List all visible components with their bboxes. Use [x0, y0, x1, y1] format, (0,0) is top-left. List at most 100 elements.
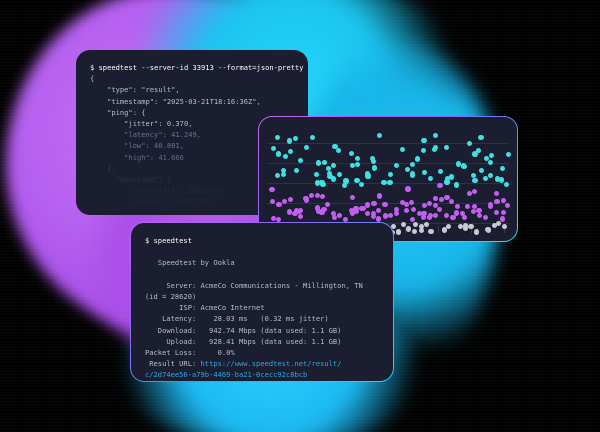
- upload-dot: [393, 210, 399, 217]
- upload-dot: [370, 210, 376, 217]
- upload-dot: [500, 209, 507, 216]
- download-dot: [330, 162, 336, 168]
- download-dot: [371, 165, 377, 171]
- upload-dot: [382, 202, 388, 208]
- download-dot: [304, 144, 310, 150]
- upload-dot: [499, 216, 505, 222]
- upload-dot: [353, 206, 359, 212]
- upload-dot: [394, 206, 400, 212]
- upload-dot: [461, 214, 467, 221]
- upload-dot: [493, 190, 500, 196]
- upload-dot: [471, 203, 477, 209]
- terminal-line: Upload: 928.41 Mbps (data used: 1.1 GB): [145, 336, 342, 346]
- upload-dot: [409, 200, 415, 206]
- dot-matrix-gridline: [267, 203, 509, 204]
- upload-dot: [287, 197, 294, 203]
- download-dot: [421, 138, 427, 144]
- terminal-line: "latency": 41.249,: [90, 130, 202, 140]
- upload-dot: [364, 211, 370, 217]
- upload-dot: [437, 183, 443, 189]
- download-dot: [483, 155, 489, 161]
- download-dot: [506, 151, 512, 157]
- upload-dot: [321, 206, 327, 212]
- terminal-line: "jitter": 0.370,: [90, 119, 193, 129]
- download-dot: [315, 160, 322, 166]
- download-dot: [487, 173, 493, 179]
- terminal-line: [145, 246, 379, 257]
- download-dot: [394, 162, 400, 169]
- download-dot: [354, 155, 360, 162]
- upload-dot: [433, 212, 439, 218]
- terminal-line: $ speedtest --server-id 33913 --format=j…: [90, 63, 304, 72]
- result-url-link-continued[interactable]: c/2d74ee56-a79b-4469-ba21-0cecc92c8bcb: [145, 370, 308, 380]
- upload-dot: [500, 197, 506, 203]
- upload-dot: [454, 203, 461, 209]
- download-dot: [472, 177, 478, 183]
- terminal-line: $ speedtest: [145, 236, 192, 245]
- result-url-link[interactable]: https://www.speedtest.net/result/: [200, 359, 342, 369]
- upload-dot: [403, 201, 409, 207]
- upload-dot: [438, 196, 445, 202]
- download-dot: [410, 170, 416, 177]
- dot-matrix-gridline: [267, 223, 509, 224]
- upload-dot: [437, 207, 443, 213]
- upload-dot: [376, 216, 382, 222]
- download-dot: [499, 166, 505, 172]
- upload-dot: [320, 194, 326, 200]
- download-dot: [355, 161, 361, 167]
- download-dot: [472, 151, 478, 157]
- download-dot: [330, 176, 337, 182]
- terminal-line: "type": "result",: [90, 85, 180, 95]
- idle-dot: [445, 224, 451, 230]
- download-dot: [444, 176, 451, 182]
- result-url-label: Result URL:: [145, 359, 201, 369]
- upload-dot: [376, 193, 382, 199]
- upload-dot: [331, 210, 337, 216]
- dot-matrix-tick: [504, 226, 505, 233]
- idle-dot: [412, 228, 418, 235]
- upload-dot: [275, 216, 281, 222]
- upload-dot: [416, 210, 422, 217]
- upload-dot: [297, 213, 303, 219]
- download-dot: [348, 151, 354, 157]
- upload-dot: [426, 201, 432, 207]
- result-url-row: Result URL: https://www.speedtest.net/re…: [145, 358, 379, 369]
- download-dot: [341, 182, 348, 188]
- download-dot: [292, 136, 299, 142]
- upload-dot: [331, 214, 337, 220]
- upload-dot: [421, 210, 427, 217]
- download-dot: [320, 181, 326, 187]
- upload-dot: [470, 209, 477, 215]
- upload-dot: [308, 193, 315, 199]
- download-dot: [343, 178, 349, 184]
- download-dot: [428, 175, 434, 181]
- upload-dot: [349, 210, 355, 216]
- upload-dot: [467, 190, 473, 196]
- download-dot: [415, 156, 421, 162]
- upload-dot: [276, 202, 282, 208]
- upload-dot: [371, 214, 377, 220]
- upload-dot: [427, 213, 433, 219]
- idle-dot: [457, 224, 463, 230]
- download-dot: [358, 181, 365, 187]
- download-dot: [499, 178, 505, 184]
- download-dot: [489, 153, 495, 159]
- download-dot: [270, 146, 276, 152]
- download-dot: [297, 157, 303, 163]
- upload-dot: [349, 194, 355, 201]
- upload-dot: [286, 209, 292, 215]
- idle-dot: [419, 227, 425, 234]
- upload-dot: [450, 214, 456, 220]
- upload-dot: [270, 216, 276, 222]
- upload-dot: [444, 212, 450, 219]
- upload-dot: [359, 206, 365, 212]
- upload-dot: [494, 210, 500, 216]
- download-dot: [444, 179, 450, 185]
- upload-dot: [449, 198, 455, 204]
- upload-dot: [421, 214, 427, 221]
- download-dot: [433, 145, 439, 151]
- upload-dot: [371, 200, 377, 206]
- download-dot: [321, 159, 327, 166]
- upload-dot: [405, 186, 411, 192]
- idle-dot: [390, 224, 396, 230]
